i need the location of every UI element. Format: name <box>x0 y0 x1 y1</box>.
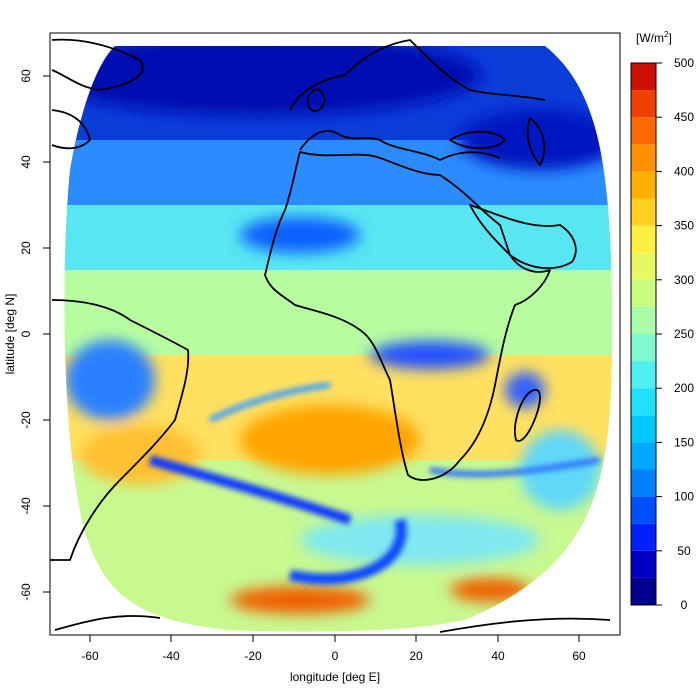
x-tick-label: 60 <box>572 649 586 663</box>
colorbar-unit-label: [W/m2] <box>636 30 672 45</box>
x-tick-label: 20 <box>409 649 423 663</box>
colorbar-tick-label: 400 <box>674 164 694 178</box>
colorbar-tick-label: 450 <box>674 110 694 124</box>
y-tick-label: 0 <box>19 330 33 337</box>
front-band-3 <box>429 457 601 478</box>
field-band-tropics <box>64 270 613 360</box>
coast-south-america <box>50 299 190 561</box>
blob-warm-far-south <box>230 586 370 614</box>
colorbar-tick-label: 200 <box>674 381 694 395</box>
colorbar-bin <box>631 334 656 362</box>
x-axis-title: longitude [deg E] <box>290 670 380 684</box>
x-tick-label: 40 <box>491 649 505 663</box>
colorbar-bin <box>631 252 656 280</box>
colorbar-tick-label: 500 <box>674 56 694 70</box>
colorbar-bins <box>631 63 656 605</box>
blob-madagascar-cloud <box>505 372 545 408</box>
blob-dark-ne <box>460 110 613 170</box>
colorbar-bin <box>631 361 656 389</box>
blob-cool-south <box>300 515 540 565</box>
y-tick-label: -60 <box>19 583 33 601</box>
front-band-4 <box>208 382 331 423</box>
coast-madagascar <box>514 388 541 442</box>
x-tick-label: -20 <box>244 649 262 663</box>
front-band-2 <box>288 518 407 585</box>
colorbar-bin <box>631 144 656 172</box>
colorbar-bin <box>631 198 656 226</box>
blob-warm-s-atlantic <box>240 405 420 475</box>
blob-cool-se <box>520 430 600 510</box>
colorbar-tick-label: 100 <box>674 490 694 504</box>
blob-cloud-atlantic <box>240 217 360 253</box>
coastlines <box>50 38 611 633</box>
colorbar-bin <box>631 496 656 524</box>
coast-africa <box>264 151 551 481</box>
colorbar-bin <box>631 415 656 443</box>
coast-greenland <box>51 38 144 91</box>
y-tick-label: 60 <box>19 69 33 83</box>
blob-itcz-samerica <box>65 340 155 420</box>
coast-antarctica <box>54 615 611 633</box>
colorbar-bin <box>631 388 656 416</box>
colorbar-bin <box>631 306 656 334</box>
y-axis-title: latitude [deg N] <box>3 294 17 375</box>
flux-field <box>64 46 613 632</box>
colorbar-bin <box>631 577 656 605</box>
blob-warm-sw <box>80 425 200 485</box>
colorbar-bin <box>631 171 656 199</box>
coast-black-caspian <box>449 117 546 166</box>
y-tick-labels: 60 40 20 0 -20 -40 -60 <box>19 69 33 601</box>
x-tick-label: -40 <box>162 649 180 663</box>
y-tick-label: -40 <box>19 497 33 515</box>
colorbar-bin <box>631 225 656 253</box>
y-tick-label: 20 <box>19 241 33 255</box>
y-tick-label: -20 <box>19 411 33 429</box>
colorbar-bin <box>631 550 656 578</box>
coast-north-america <box>51 109 91 150</box>
colorbar-bin <box>631 63 656 91</box>
colorbar-bin <box>631 279 656 307</box>
blob-warm-se <box>450 578 530 602</box>
y-tick-label: 40 <box>19 155 33 169</box>
colorbar-bin <box>631 469 656 497</box>
colorbar-tick-label: 250 <box>674 327 694 341</box>
colorbar-tick-label: 350 <box>674 219 694 233</box>
y-ticks <box>43 75 50 593</box>
coast-arabia <box>469 204 577 270</box>
colorbar-tick-label: 150 <box>674 435 694 449</box>
colorbar-tick-label: 300 <box>674 273 694 287</box>
x-tick-labels: -60 -40 -20 0 20 40 60 <box>81 649 586 663</box>
front-band-1 <box>148 455 352 525</box>
blob-itcz-africa <box>370 341 490 369</box>
x-tick-label: -60 <box>81 649 99 663</box>
coast-britain <box>307 88 326 112</box>
coast-mediterranean <box>299 130 501 161</box>
x-tick-label: 0 <box>332 649 339 663</box>
colorbar-ticks <box>656 62 662 606</box>
coast-europe <box>289 39 546 111</box>
colorbar-bin <box>631 442 656 470</box>
colorbar-bin <box>631 90 656 118</box>
colorbar-bin <box>631 117 656 145</box>
colorbar-tick-label: 0 <box>681 598 688 612</box>
colorbar-bin <box>631 523 656 551</box>
x-ticks <box>89 635 580 642</box>
colorbar-tick-label: 50 <box>677 544 691 558</box>
